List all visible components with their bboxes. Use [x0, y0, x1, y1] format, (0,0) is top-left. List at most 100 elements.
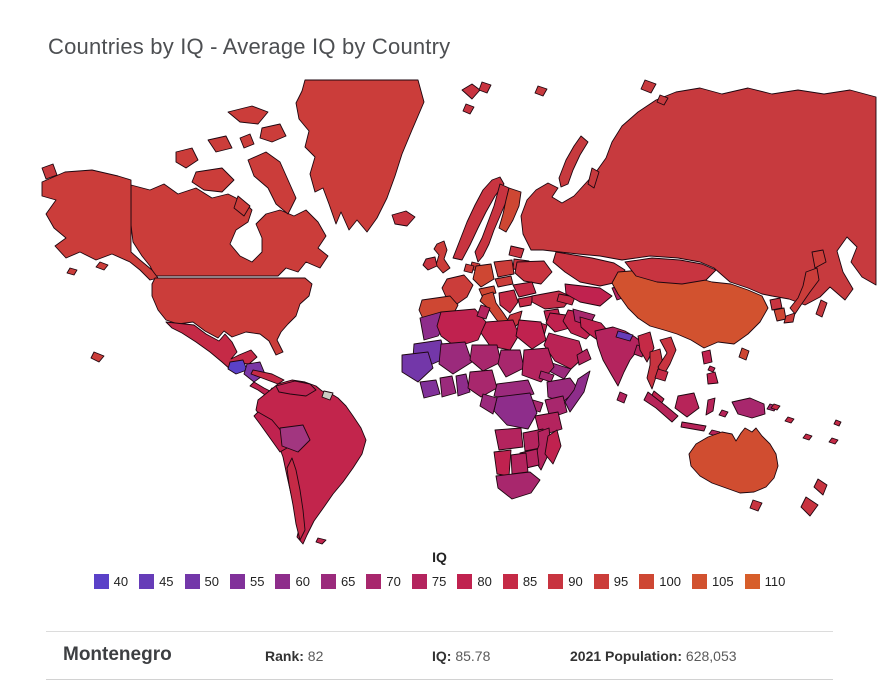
- region-papua-new-guinea[interactable]: [731, 397, 766, 419]
- region-ghana[interactable]: [455, 373, 471, 397]
- region-ireland[interactable]: [422, 256, 438, 271]
- region-mali[interactable]: [438, 341, 473, 375]
- region-kenya[interactable]: [544, 395, 568, 419]
- region-canada-banks[interactable]: [175, 147, 199, 169]
- region-java[interactable]: [680, 421, 707, 432]
- region-canada[interactable]: [130, 183, 329, 277]
- region-uk[interactable]: [433, 240, 451, 274]
- region-japan-honshu[interactable]: [789, 267, 820, 315]
- region-south-africa[interactable]: [495, 471, 541, 500]
- region-poland[interactable]: [493, 259, 515, 278]
- region-venezuela[interactable]: [275, 380, 317, 397]
- region-balkans[interactable]: [498, 289, 519, 314]
- region-chukotka-fragment[interactable]: [41, 163, 58, 180]
- region-germany[interactable]: [472, 263, 495, 288]
- region-australia[interactable]: [688, 427, 779, 494]
- region-peru[interactable]: [253, 411, 288, 453]
- region-canada-victoria[interactable]: [191, 167, 235, 193]
- region-svalbard2[interactable]: [478, 81, 492, 94]
- region-vietnam[interactable]: [657, 336, 677, 377]
- region-sierra-liberia[interactable]: [419, 379, 441, 399]
- region-taiwan[interactable]: [738, 347, 750, 361]
- region-chad[interactable]: [497, 349, 525, 378]
- region-namibia[interactable]: [493, 449, 512, 477]
- region-nigeria[interactable]: [467, 369, 498, 398]
- region-pacific-island5[interactable]: [833, 419, 842, 427]
- region-canada-island3[interactable]: [233, 195, 251, 217]
- region-novaya-zemlya2[interactable]: [587, 167, 600, 189]
- region-nz-south[interactable]: [800, 496, 819, 517]
- region-pacific-island2[interactable]: [784, 416, 795, 424]
- region-angola[interactable]: [494, 427, 524, 451]
- region-central-asia[interactable]: [564, 283, 613, 307]
- region-sulawesi[interactable]: [705, 397, 716, 416]
- region-russia[interactable]: [520, 87, 877, 306]
- region-india[interactable]: [594, 326, 644, 387]
- region-cambodia[interactable]: [654, 368, 669, 382]
- region-canada-island[interactable]: [207, 135, 233, 153]
- region-iceland[interactable]: [391, 210, 416, 227]
- region-novaya-zemlya[interactable]: [558, 135, 589, 188]
- region-franz-josef[interactable]: [534, 85, 548, 97]
- region-alaska[interactable]: [41, 169, 159, 281]
- region-bolivia[interactable]: [279, 424, 311, 453]
- region-pacific-island3[interactable]: [802, 433, 813, 441]
- region-canada-baffin[interactable]: [247, 151, 297, 215]
- region-congo-gabon[interactable]: [479, 393, 498, 415]
- region-finland[interactable]: [498, 187, 522, 233]
- region-severnaya-zemlya[interactable]: [640, 79, 657, 94]
- region-severnaya-zemlya2[interactable]: [656, 94, 669, 106]
- region-nepal[interactable]: [615, 330, 634, 342]
- region-sakhalin[interactable]: [815, 299, 828, 318]
- region-madagascar[interactable]: [544, 429, 562, 465]
- region-egypt[interactable]: [515, 319, 547, 350]
- region-svalbard3[interactable]: [462, 103, 475, 115]
- region-nz-north[interactable]: [813, 478, 828, 496]
- region-canada-island2[interactable]: [239, 133, 255, 149]
- region-canada-devon[interactable]: [259, 123, 287, 143]
- region-hawaii[interactable]: [90, 351, 105, 363]
- region-tasmania[interactable]: [749, 499, 763, 512]
- region-french-guiana[interactable]: [321, 390, 334, 401]
- region-north-korea[interactable]: [769, 297, 783, 311]
- region-philippines-mindanao[interactable]: [706, 371, 719, 385]
- region-ukraine[interactable]: [514, 260, 553, 285]
- region-norway[interactable]: [452, 176, 505, 261]
- region-sumatra[interactable]: [643, 391, 679, 423]
- region-pacific-island1[interactable]: [770, 403, 781, 411]
- region-niger[interactable]: [469, 344, 502, 372]
- region-borneo[interactable]: [674, 392, 700, 418]
- region-greenland[interactable]: [295, 79, 425, 233]
- region-botswana[interactable]: [510, 452, 529, 475]
- region-chile[interactable]: [286, 457, 306, 541]
- region-somalia[interactable]: [564, 370, 591, 413]
- region-czech-slovakia[interactable]: [494, 275, 514, 288]
- region-pacific-island4[interactable]: [828, 437, 839, 445]
- region-aleutian2[interactable]: [66, 267, 78, 276]
- region-sri-lanka[interactable]: [616, 391, 628, 404]
- region-japan-kyushu[interactable]: [783, 312, 796, 324]
- region-philippines-visayas[interactable]: [707, 365, 716, 373]
- region-oman[interactable]: [576, 348, 592, 366]
- region-algeria[interactable]: [436, 308, 487, 348]
- region-moluccas[interactable]: [718, 409, 729, 418]
- region-south-america[interactable]: [255, 379, 367, 545]
- region-thailand[interactable]: [646, 348, 664, 390]
- region-usa[interactable]: [151, 277, 313, 356]
- region-ivory-coast[interactable]: [439, 375, 457, 398]
- region-kazakhstan[interactable]: [552, 251, 626, 287]
- region-south-korea[interactable]: [773, 307, 787, 322]
- region-philippines-luzon[interactable]: [701, 349, 713, 365]
- region-senegal-guinea[interactable]: [401, 351, 434, 383]
- region-aleutian[interactable]: [95, 261, 109, 271]
- region-falkland-islands[interactable]: [315, 537, 327, 545]
- region-baltics[interactable]: [508, 245, 525, 259]
- region-guatemala[interactable]: [227, 359, 248, 375]
- region-canada-ellesmere[interactable]: [227, 105, 269, 125]
- region-japan-hokkaido[interactable]: [811, 249, 827, 269]
- region-benelux[interactable]: [463, 263, 475, 274]
- region-svalbard[interactable]: [461, 83, 481, 100]
- region-hungary-romania[interactable]: [512, 281, 537, 298]
- region-tunisia[interactable]: [476, 304, 491, 320]
- region-mongolia[interactable]: [624, 257, 717, 285]
